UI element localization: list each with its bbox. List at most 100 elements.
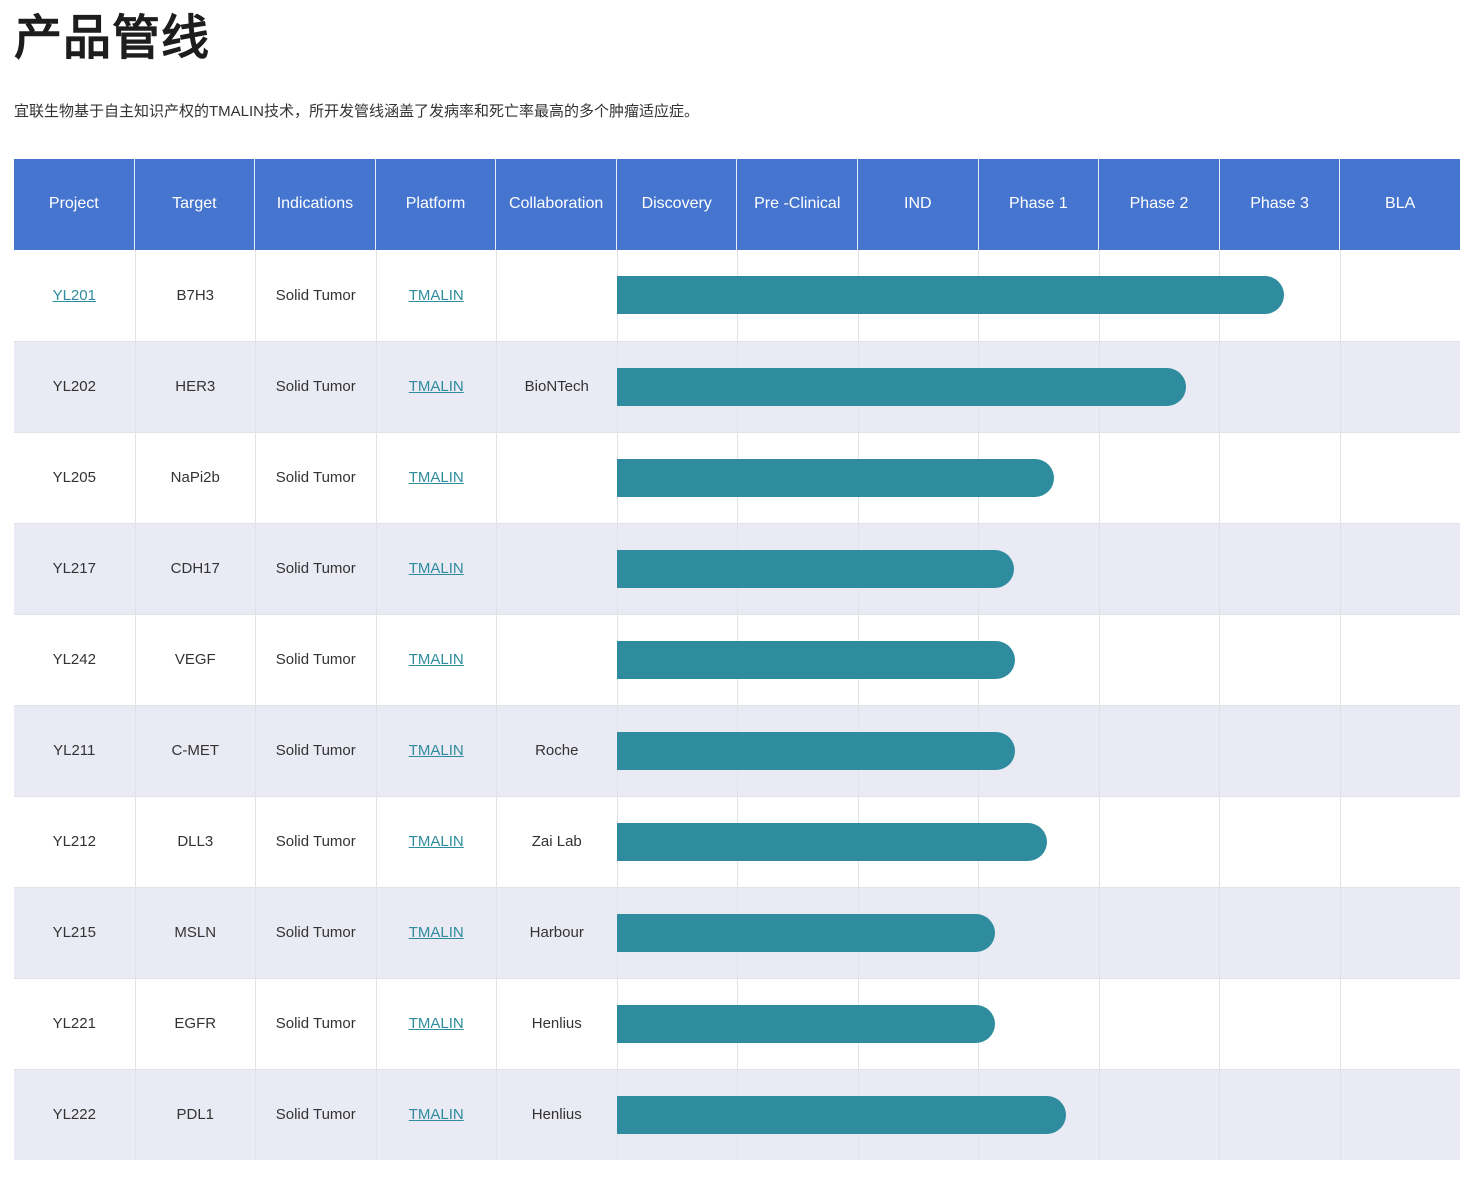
progress-bar — [616, 731, 1016, 770]
page-title: 产品管线 — [14, 12, 211, 65]
table-row: YL221 EGFR Solid Tumor TMALIN Henlius — [14, 977, 1461, 1069]
project-cell: YL215 — [52, 924, 96, 942]
table-row: YL201 B7H3 Solid Tumor TMALIN — [14, 249, 1461, 341]
phase-cell — [1219, 978, 1340, 1069]
column-header-project: Project — [48, 195, 99, 213]
table-row: YL217 CDH17 Solid Tumor TMALIN — [14, 522, 1461, 614]
table-header-row: Project Target Indications Platform Coll… — [14, 158, 1460, 250]
pipeline-table: Project Target Indications Platform Coll… — [14, 158, 1461, 1160]
progress-bar — [616, 458, 1054, 497]
project-cell: YL217 — [52, 560, 96, 578]
platform-link-tmalin[interactable]: TMALIN — [408, 651, 464, 669]
column-header-target: Target — [133, 158, 255, 250]
phase-cell — [1339, 341, 1461, 432]
column-header-phase2: Phase 2 — [1098, 158, 1219, 250]
column-header-indications: Indications — [254, 158, 375, 250]
phase-cell — [1339, 249, 1461, 341]
platform-link-tmalin[interactable]: TMALIN — [408, 1106, 464, 1124]
phase-track — [616, 341, 1461, 432]
column-header-ind: IND — [857, 158, 978, 250]
project-cell: YL212 — [52, 833, 96, 851]
progress-bar — [616, 640, 1016, 679]
target-cell: DLL3 — [134, 796, 256, 887]
table-row: YL205 NaPi2b Solid Tumor TMALIN — [14, 431, 1460, 523]
phase-track — [616, 249, 1461, 341]
project-cell: YL201 — [14, 250, 135, 341]
platform-link-tmalin[interactable]: TMALIN — [408, 469, 464, 487]
indications-cell: Solid Tumor — [255, 1069, 376, 1160]
page-content: 产品管线 宜联生物基于自主知识产权的TMALIN技术，所开发管线涵盖了发病率和死… — [14, 12, 1461, 1160]
platform-link-tmalin[interactable]: TMALIN — [408, 1015, 464, 1033]
project-cell: YL242 — [52, 651, 96, 669]
target-cell: MSLN — [134, 887, 256, 978]
phase-cell — [1219, 614, 1340, 705]
project-cell: YL205 — [52, 469, 96, 487]
table-row: YL212 DLL3 Solid Tumor TMALIN Zai Lab — [14, 795, 1461, 887]
phase-cell — [1219, 432, 1340, 523]
progress-bar — [616, 276, 1285, 315]
phase-cell — [1098, 1069, 1220, 1160]
column-header-platform: Platform — [374, 158, 496, 250]
target-cell: PDL1 — [134, 1069, 256, 1160]
collaboration-cell: Harbour — [496, 887, 617, 978]
phase-cell — [1339, 523, 1461, 614]
phase-cell — [1339, 796, 1461, 887]
phase-cell — [1098, 432, 1220, 523]
platform-cell: TMALIN — [375, 432, 497, 523]
indications-cell: Solid Tumor — [255, 432, 376, 523]
collaboration-cell: Zai Lab — [496, 796, 617, 887]
column-header-collaboration: Collaboration — [495, 158, 616, 250]
progress-bar — [616, 1095, 1066, 1134]
phase-cell — [1098, 978, 1220, 1069]
platform-link-tmalin[interactable]: TMALIN — [408, 286, 464, 304]
target-cell: C-MET — [134, 705, 256, 796]
progress-bar — [616, 367, 1187, 406]
phase-cell — [1339, 978, 1461, 1069]
progress-bar — [616, 549, 1015, 588]
platform-link-tmalin[interactable]: TMALIN — [408, 742, 464, 760]
progress-bar — [616, 822, 1047, 861]
phase-cell — [1219, 796, 1340, 887]
project-cell: YL202 — [52, 378, 96, 396]
column-header-phase3: Phase 3 — [1218, 158, 1340, 250]
target-cell: HER3 — [134, 341, 256, 432]
collaboration-cell — [496, 614, 617, 705]
phase-cell — [1219, 887, 1340, 978]
phase-cell — [978, 887, 1099, 978]
project-cell: YL222 — [52, 1106, 96, 1124]
indications-cell: Solid Tumor — [255, 341, 376, 432]
target-cell: NaPi2b — [134, 432, 256, 523]
page-subtitle: 宜联生物基于自主知识产权的TMALIN技术，所开发管线涵盖了发病率和死亡率最高的… — [14, 102, 700, 120]
phase-cell — [1219, 1069, 1340, 1160]
target-cell: VEGF — [134, 614, 256, 705]
platform-link-tmalin[interactable]: TMALIN — [408, 560, 464, 578]
project-cell: YL221 — [52, 1015, 96, 1033]
phase-track — [616, 978, 1461, 1069]
phase-cell — [1219, 705, 1340, 796]
platform-cell: TMALIN — [375, 796, 497, 887]
collaboration-cell — [496, 432, 617, 523]
phase-cell — [1219, 341, 1340, 432]
platform-link-tmalin[interactable]: TMALIN — [408, 833, 464, 851]
table-row: YL202 HER3 Solid Tumor TMALIN BioNTech — [14, 340, 1461, 432]
progress-bar — [616, 913, 995, 952]
column-header-bla: BLA — [1339, 158, 1460, 250]
project-link[interactable]: YL201 — [52, 286, 96, 304]
indications-cell: Solid Tumor — [255, 705, 376, 796]
target-cell: CDH17 — [134, 523, 256, 614]
platform-link-tmalin[interactable]: TMALIN — [408, 924, 464, 942]
phase-cell — [1098, 614, 1220, 705]
indications-cell: Solid Tumor — [255, 978, 376, 1069]
phase-cell — [1098, 523, 1220, 614]
indications-cell: Solid Tumor — [255, 249, 376, 341]
platform-cell: TMALIN — [375, 249, 497, 341]
phase-cell — [1098, 705, 1220, 796]
collaboration-cell: Henlius — [496, 1069, 617, 1160]
table-row: YL222 PDL1 Solid Tumor TMALIN Henlius — [14, 1068, 1461, 1160]
project-cell: YL211 — [53, 742, 96, 760]
indications-cell: Solid Tumor — [255, 796, 376, 887]
platform-cell: TMALIN — [375, 523, 497, 614]
platform-cell: TMALIN — [375, 887, 497, 978]
phase-track — [616, 1069, 1461, 1160]
platform-link-tmalin[interactable]: TMALIN — [408, 378, 464, 396]
